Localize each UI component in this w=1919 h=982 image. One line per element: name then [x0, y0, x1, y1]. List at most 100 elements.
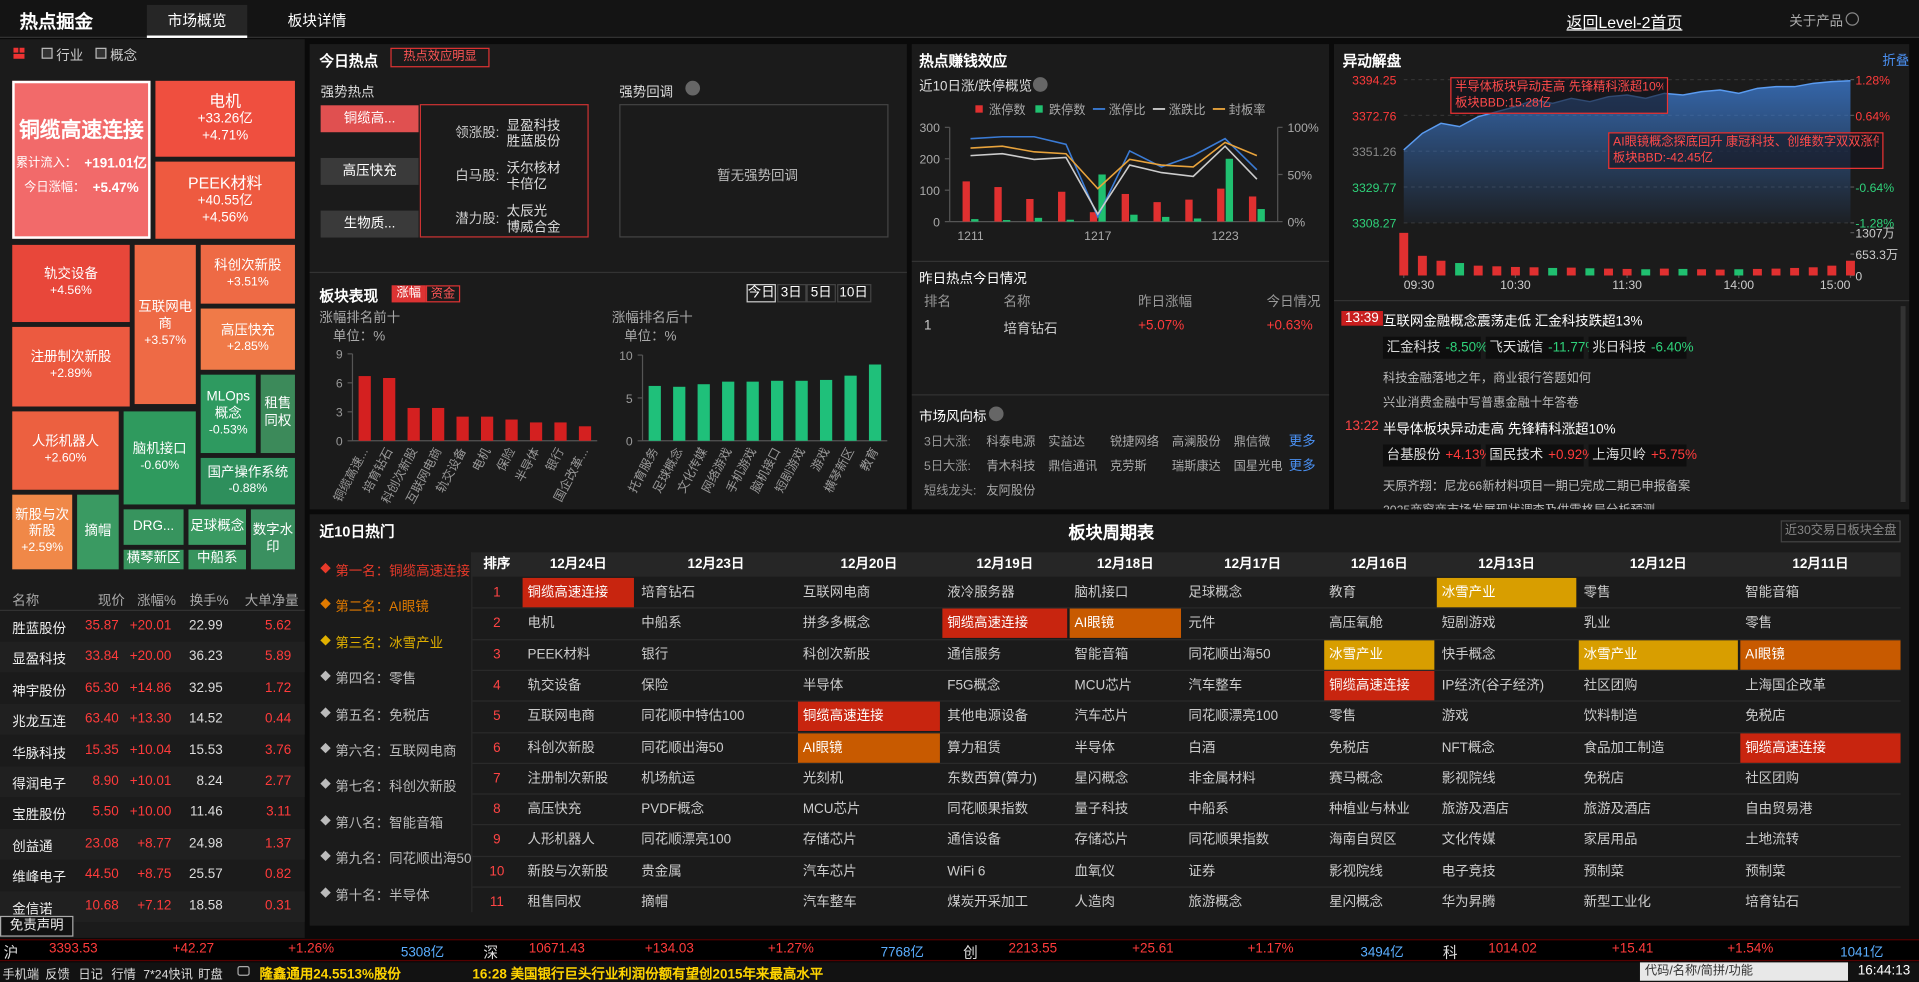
- sector-cell[interactable]: 培育钻石: [1745, 895, 1800, 910]
- vane-stock[interactable]: 国星光电: [1233, 460, 1283, 474]
- sector-cell[interactable]: 同花顺中特估100: [641, 709, 745, 724]
- sector-cell[interactable]: IP经济(谷子经济): [1441, 678, 1545, 693]
- hot-item[interactable]: 第七名：科创次新股: [335, 777, 456, 797]
- sector-cell[interactable]: 汽车芯片: [1074, 709, 1129, 724]
- treemap-tile[interactable]: MLOps概念 -0.53%: [200, 374, 256, 454]
- treemap-tile[interactable]: 科创次新股 +3.51%: [200, 244, 295, 304]
- sector-cell[interactable]: 旅游及酒店: [1583, 802, 1651, 817]
- stock-name[interactable]: 宝胜股份: [12, 808, 67, 824]
- treemap-tile[interactable]: 新股与次新股 +2.59%: [12, 494, 73, 570]
- sector-cell[interactable]: 星闪概念: [1074, 771, 1129, 786]
- hot-button[interactable]: 铜缆高...: [320, 105, 419, 133]
- sector-cell[interactable]: 轨交设备: [527, 678, 582, 693]
- sector-cell[interactable]: 证券: [1188, 864, 1216, 879]
- sector-cell[interactable]: 汽车芯片: [802, 864, 857, 879]
- sector-cell[interactable]: 中船系: [1188, 802, 1229, 817]
- sector-cell[interactable]: 科创次新股: [802, 647, 871, 662]
- sector-cell[interactable]: 高压氧舱: [1329, 616, 1383, 631]
- vane-stock[interactable]: 克劳斯: [1110, 460, 1147, 474]
- ticker[interactable]: 隆鑫通用24.5513%股份: [259, 967, 401, 982]
- sector-cell[interactable]: 血氧仪: [1074, 864, 1115, 879]
- toggle[interactable]: 资金: [425, 285, 461, 303]
- more-link[interactable]: 更多: [1288, 434, 1316, 450]
- sector-cell[interactable]: 同花顺漂亮100: [1188, 709, 1279, 724]
- sector-cell[interactable]: 电机: [527, 616, 555, 631]
- sector-cell[interactable]: 银行: [641, 647, 669, 662]
- sector-cell[interactable]: 注册制次新股: [527, 771, 609, 786]
- stock-name[interactable]: 兆龙互连: [12, 715, 67, 730]
- vane-stock[interactable]: 鼎信通讯: [1048, 460, 1098, 474]
- hot-item[interactable]: 第三名：冰雪产业: [335, 633, 443, 653]
- sector-cell[interactable]: 量子科技: [1074, 802, 1129, 817]
- sector-cell[interactable]: 新股与次新股: [527, 864, 609, 879]
- sector-cell[interactable]: 社区团购: [1745, 771, 1800, 786]
- stock-name[interactable]: 创益通: [12, 839, 53, 855]
- sector-cell[interactable]: 高压快充: [527, 802, 582, 817]
- sector-cell[interactable]: 保险: [641, 678, 669, 693]
- sector-cell[interactable]: 同花顺出海50: [1188, 647, 1271, 662]
- sector-cell[interactable]: 同花顺出海50: [641, 740, 724, 755]
- sector-cell[interactable]: 中船系: [641, 616, 682, 631]
- sector-cell[interactable]: 零售: [1745, 616, 1773, 631]
- leader-stock[interactable]: 太辰光: [506, 204, 548, 220]
- more-link[interactable]: 更多: [1288, 459, 1316, 474]
- leader-stock[interactable]: 显盈科技: [506, 118, 561, 134]
- sector-cell[interactable]: 机场航运: [641, 771, 696, 786]
- sector-cell[interactable]: 半导体: [802, 678, 844, 693]
- stock-tag[interactable]: 兆日科技 -6.40%: [1588, 336, 1694, 359]
- sector-cell[interactable]: 煤炭开采加工: [947, 895, 1029, 910]
- sector-cell[interactable]: 华为昇腾: [1441, 895, 1496, 910]
- sector-cell[interactable]: 饮料制造: [1583, 709, 1638, 724]
- treemap-tile[interactable]: PEEK材料 +40.55亿 +4.56%: [155, 161, 295, 239]
- sector-cell[interactable]: MCU芯片: [802, 802, 861, 817]
- treemap-tile[interactable]: 人形机器人 +2.60%: [12, 411, 119, 490]
- toggle[interactable]: 涨幅: [391, 285, 426, 303]
- treemap-tile[interactable]: 摘帽: [77, 494, 119, 570]
- status-link[interactable]: 日记: [78, 968, 103, 982]
- vane-stock[interactable]: 锐捷网络: [1110, 435, 1159, 450]
- sector-cell[interactable]: 通信设备: [947, 833, 1002, 848]
- tab[interactable]: 市场概览: [146, 4, 248, 38]
- sector-cell[interactable]: 租售同权: [527, 895, 582, 910]
- sector-cell[interactable]: 免税店: [1745, 709, 1786, 724]
- leader-stock[interactable]: 沃尔核材: [506, 161, 561, 177]
- sector-cell[interactable]: 人造肉: [1074, 895, 1115, 910]
- sector-cell[interactable]: 同花顺果指数: [1188, 833, 1270, 848]
- period-button[interactable]: 今日: [746, 284, 776, 303]
- sector-cell[interactable]: 铜缆高速连接: [1740, 732, 1901, 763]
- sector-cell[interactable]: 同花顺漂亮100: [641, 833, 732, 848]
- treemap-tile[interactable]: 高压快充 +2.85%: [200, 308, 295, 370]
- sector-cell[interactable]: 游戏: [1441, 709, 1469, 724]
- stock-tag[interactable]: 飞天诚信 -11.77%: [1485, 336, 1597, 359]
- sector-cell[interactable]: 教育: [1329, 585, 1357, 600]
- treemap-tile[interactable]: 注册制次新股 +2.89%: [12, 326, 130, 407]
- sector-cell[interactable]: 贵金属: [641, 864, 682, 879]
- sector-cell[interactable]: 影视院线: [1329, 864, 1383, 879]
- treemap-tile[interactable]: 轨交设备 +4.56%: [12, 244, 130, 323]
- ticker[interactable]: 16:28 美国银行巨头行业利润份额有望创2015年来最高水平: [472, 967, 824, 982]
- period-button[interactable]: 3日: [776, 284, 806, 303]
- sector-cell[interactable]: 免税店: [1329, 740, 1370, 755]
- vane-stock[interactable]: 科泰电源: [986, 435, 1036, 450]
- sector-cell[interactable]: 存储芯片: [1074, 833, 1129, 848]
- sector-cell[interactable]: 星闪概念: [1329, 895, 1383, 910]
- stock-name[interactable]: 华脉科技: [12, 746, 67, 762]
- sector-cell[interactable]: 快手概念: [1441, 647, 1496, 662]
- sector-cell[interactable]: 汽车整车: [1188, 678, 1243, 693]
- hot-item[interactable]: 第一名：铜缆高速连接: [335, 561, 470, 581]
- sector-cell[interactable]: 铜缆高速连接: [797, 701, 940, 732]
- sector-cell[interactable]: 半导体: [1074, 740, 1115, 755]
- sector-cell[interactable]: 铜缆高速连接: [522, 577, 634, 608]
- stock-tag[interactable]: 国民技术 +0.92%: [1485, 444, 1594, 467]
- sector-cell[interactable]: 元件: [1188, 616, 1216, 631]
- hot-item[interactable]: 第二名：AI眼镜: [335, 597, 429, 617]
- stock-name[interactable]: 得润电子: [12, 777, 67, 793]
- sector-cell[interactable]: 影视院线: [1441, 771, 1496, 786]
- treemap-tile[interactable]: 租售同权: [260, 374, 295, 454]
- hot-item[interactable]: 第六名：互联网电商: [335, 741, 456, 761]
- sector-cell[interactable]: 电子竞技: [1441, 864, 1496, 879]
- sector-cell[interactable]: 智能音箱: [1745, 585, 1800, 600]
- sector-cell[interactable]: 拼多多概念: [802, 616, 871, 631]
- sector-cell[interactable]: 海南自贸区: [1329, 833, 1397, 848]
- news-line[interactable]: 2025商窗商市场发展现状调查及供需格局分析预测: [1383, 500, 1655, 509]
